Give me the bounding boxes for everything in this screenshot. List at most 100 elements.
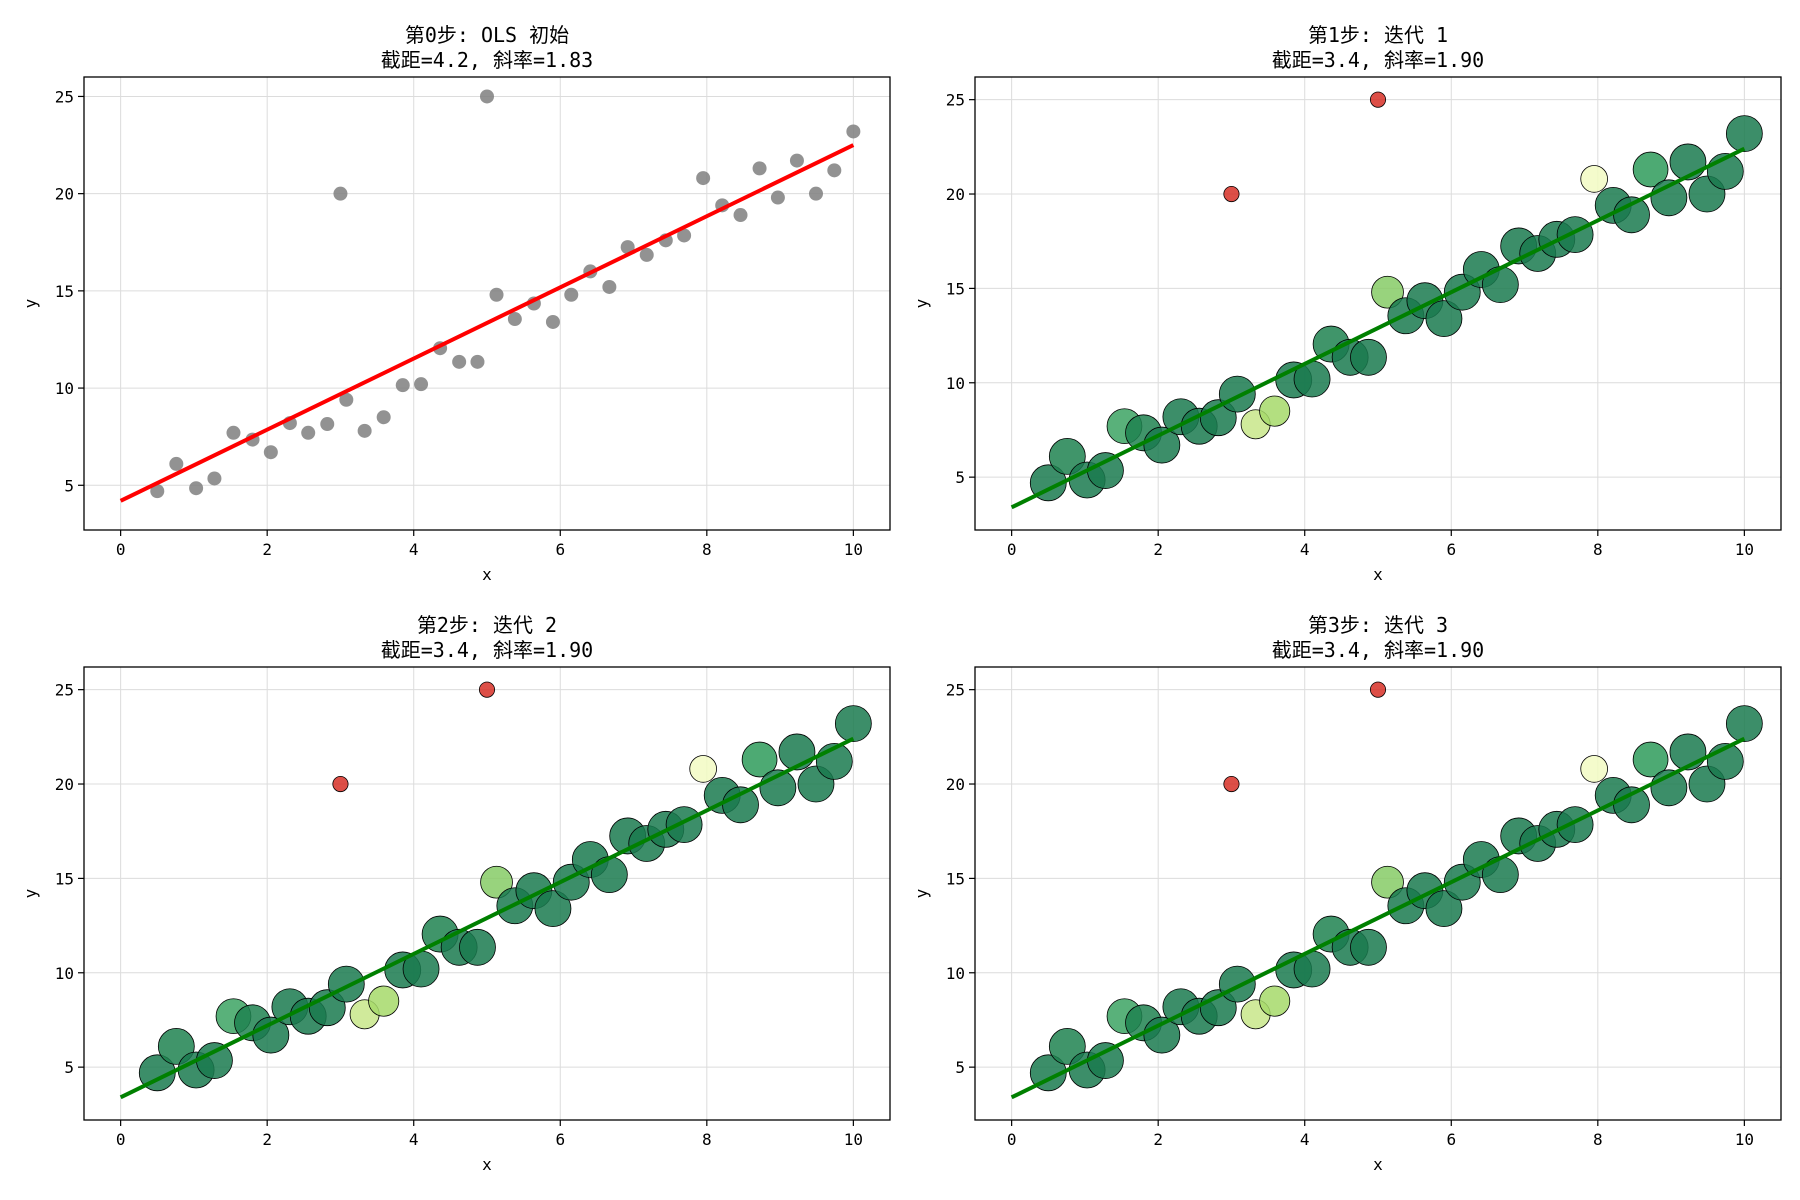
data-point: [1632, 151, 1669, 188]
y-tick-label: 10: [946, 374, 965, 393]
data-point: [827, 163, 842, 178]
data-point: [1087, 452, 1124, 489]
data-point: [357, 423, 372, 438]
data-point: [226, 425, 241, 440]
data-layer: [119, 681, 872, 1100]
data-point: [770, 190, 785, 205]
data-point: [480, 865, 513, 899]
data-point: [1369, 681, 1387, 698]
fit-line: [119, 143, 855, 503]
fit-line: [119, 736, 855, 1100]
x-axis-label: x: [482, 565, 492, 584]
x-tick-label: 10: [844, 540, 863, 559]
chart-subtitle: 截距=3.4, 斜率=1.90: [1272, 638, 1484, 662]
chart-title: 第1步: 迭代 1: [1308, 23, 1448, 47]
data-point: [507, 312, 522, 327]
x-tick-label: 0: [116, 1130, 126, 1149]
data-point: [1725, 705, 1763, 743]
y-tick-label: 15: [946, 869, 965, 888]
y-axis-label: y: [912, 298, 931, 308]
data-point: [590, 856, 628, 894]
chart-subtitle: 截距=3.4, 斜率=1.90: [381, 638, 593, 662]
data-point: [1087, 1042, 1124, 1079]
data-layer: [119, 89, 861, 503]
x-tick-label: 10: [1735, 540, 1754, 559]
data-point: [1218, 965, 1256, 1003]
x-tick-label: 6: [555, 540, 565, 559]
x-axis-label: x: [482, 1155, 492, 1174]
data-point: [196, 1042, 233, 1079]
x-tick-label: 2: [1153, 540, 1163, 559]
data-point: [1223, 185, 1240, 203]
x-tick-label: 8: [702, 1130, 712, 1149]
data-point: [320, 417, 335, 432]
y-tick-label: 10: [946, 964, 965, 983]
data-point: [639, 247, 654, 262]
data-point: [368, 985, 400, 1017]
x-tick-label: 2: [262, 1130, 272, 1149]
x-tick-label: 4: [409, 1130, 419, 1149]
y-tick-label: 15: [55, 869, 74, 888]
data-point: [620, 240, 635, 255]
y-tick-label: 20: [946, 185, 965, 204]
data-point: [1425, 890, 1463, 927]
data-point: [1218, 375, 1256, 413]
data-point: [1556, 806, 1594, 844]
axes-frame: [974, 76, 1782, 531]
y-tick-label: 5: [64, 1058, 74, 1077]
y-axis-label: y: [912, 888, 931, 898]
fit-line: [1010, 146, 1746, 510]
data-point: [1425, 300, 1463, 338]
axes-frame: [974, 666, 1782, 1121]
data-point: [1350, 338, 1387, 376]
data-point: [1369, 91, 1387, 108]
data-point: [564, 287, 579, 302]
data-point: [1481, 266, 1519, 304]
data-layer: [1010, 681, 1763, 1100]
data-point: [834, 705, 872, 743]
x-tick-label: 6: [1446, 540, 1456, 559]
data-point: [263, 445, 278, 460]
y-tick-label: 20: [55, 775, 74, 794]
x-tick-label: 8: [702, 540, 712, 559]
data-point: [332, 775, 349, 793]
data-point: [1725, 115, 1763, 153]
data-point: [1371, 275, 1404, 309]
x-tick-label: 6: [1446, 1130, 1456, 1149]
fit-line: [1010, 736, 1746, 1100]
data-point: [1350, 928, 1387, 966]
data-point: [1556, 216, 1594, 254]
y-tick-label: 20: [55, 185, 74, 204]
y-tick-label: 25: [946, 91, 965, 110]
data-point: [301, 425, 316, 440]
data-point: [452, 354, 467, 369]
data-point: [1632, 741, 1669, 778]
data-point: [327, 965, 365, 1003]
data-point: [1580, 755, 1608, 783]
data-point: [478, 681, 496, 698]
y-axis-label: y: [21, 888, 40, 898]
x-tick-label: 4: [1300, 1130, 1310, 1149]
data-point: [545, 314, 560, 329]
y-tick-label: 5: [64, 476, 74, 495]
chart-title: 第0步: OLS 初始: [405, 23, 569, 47]
data-point: [1223, 775, 1240, 793]
y-tick-label: 15: [946, 279, 965, 298]
data-point: [1259, 985, 1291, 1017]
data-point: [741, 741, 778, 778]
x-axis-label: x: [1373, 1155, 1383, 1174]
data-point: [333, 186, 348, 201]
data-point: [414, 377, 429, 392]
data-point: [150, 484, 165, 499]
data-point: [752, 161, 767, 176]
data-point: [489, 287, 504, 302]
data-point: [677, 228, 692, 243]
x-tick-label: 8: [1593, 1130, 1603, 1149]
y-tick-label: 20: [946, 775, 965, 794]
data-point: [169, 456, 184, 471]
data-point: [602, 279, 617, 294]
y-tick-label: 25: [946, 681, 965, 700]
x-tick-label: 0: [116, 540, 126, 559]
x-tick-label: 2: [1153, 1130, 1163, 1149]
